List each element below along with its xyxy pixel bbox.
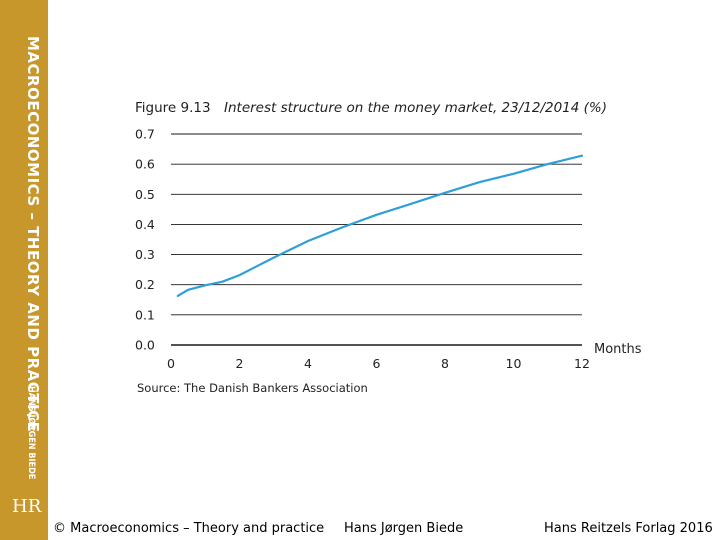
x-tick-label: 8 <box>441 356 449 371</box>
y-tick-label: 0.4 <box>135 217 155 232</box>
publisher-logo: HR <box>12 496 42 517</box>
y-tick-label: 0.7 <box>135 127 155 142</box>
footer-author: Hans Jørgen Biede <box>344 521 464 536</box>
y-tick-label: 0.0 <box>135 338 155 353</box>
x-tick-label: 6 <box>373 356 381 371</box>
book-title: MACROECONOMICS – THEORY AND PRACTICE <box>24 36 42 433</box>
y-tick-label: 0.1 <box>135 307 155 322</box>
x-tick-labels: 0 2 4 6 8 10 12 <box>167 356 590 371</box>
line-chart: Figure 9.13 Interest structure on the mo… <box>135 100 642 395</box>
y-tick-label: 0.3 <box>135 247 155 262</box>
footer-copyright: © Macroeconomics – Theory and practice <box>53 521 325 536</box>
footer-publisher: Hans Reitzels Forlag 2016 <box>544 521 713 536</box>
y-tick-labels: 0.0 0.1 0.2 0.3 0.4 0.5 0.6 0.7 <box>135 127 155 353</box>
x-tick-label: 0 <box>167 356 175 371</box>
source-note: Source: The Danish Bankers Association <box>137 381 368 395</box>
x-tick-label: 2 <box>236 356 244 371</box>
x-tick-label: 4 <box>304 356 312 371</box>
x-tick-label: 10 <box>506 356 522 371</box>
y-tick-label: 0.6 <box>135 157 155 172</box>
y-tick-label: 0.2 <box>135 277 155 292</box>
figure-number: Figure 9.13 <box>135 100 211 116</box>
series-line <box>176 154 584 297</box>
x-axis-label: Months <box>594 342 642 357</box>
y-tick-label: 0.5 <box>135 187 155 202</box>
series-layer <box>176 154 584 297</box>
chart-title: Interest structure on the money market, … <box>224 100 607 116</box>
book-author: HANS JØRGEN BIEDE <box>26 386 36 480</box>
gridlines <box>171 133 582 346</box>
sidebar: MACROECONOMICS – THEORY AND PRACTICE HAN… <box>0 0 48 540</box>
x-tick-label: 12 <box>574 356 590 371</box>
